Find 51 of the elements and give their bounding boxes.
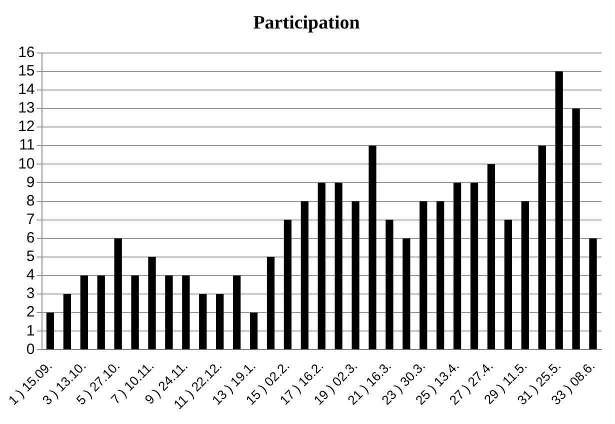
chart-title: Participation [253,12,360,34]
bar [97,275,105,350]
bar [216,294,224,350]
bar [63,294,72,350]
y-tick-label: 14 [18,81,35,98]
bar [46,312,54,350]
bar [420,201,428,350]
y-tick-label: 10 [18,155,35,172]
bar [250,312,258,350]
y-tick-label: 16 [18,44,35,61]
y-tick-label: 8 [26,192,35,210]
bar [80,275,88,350]
bar [402,238,410,350]
y-tick-label: 15 [18,62,35,80]
bar [436,201,444,350]
y-tick-label: 0 [26,340,35,358]
y-tick-label: 4 [26,266,35,284]
y-tick-label: 9 [26,174,35,191]
bar [182,275,190,350]
bar [131,275,139,350]
bar [538,146,546,350]
bar [148,256,156,350]
bar [165,275,173,350]
bar [352,201,360,350]
y-tick-label: 5 [26,248,35,266]
bar [487,164,496,350]
bar [114,238,122,350]
y-tick-label: 3 [26,285,35,302]
bar [232,275,241,350]
bar [470,182,478,350]
y-tick-label: 11 [19,136,35,154]
bar [334,182,342,350]
bar [300,201,308,350]
bar [572,108,580,350]
y-tick-label: 1 [26,322,35,340]
y-tick-label: 6 [26,230,35,247]
y-tick-label: 2 [26,304,35,321]
bar [284,220,292,350]
bar [504,220,512,350]
bar [521,201,529,350]
bar [368,146,376,350]
bar [266,256,275,350]
bar [199,294,207,350]
bar [386,220,394,350]
bar [318,182,326,350]
y-tick-label: 12 [18,118,35,136]
bar [453,182,462,350]
bar [555,71,563,350]
y-tick-label: 13 [18,100,35,117]
bar [589,238,597,350]
y-tick-label: 7 [26,210,35,228]
